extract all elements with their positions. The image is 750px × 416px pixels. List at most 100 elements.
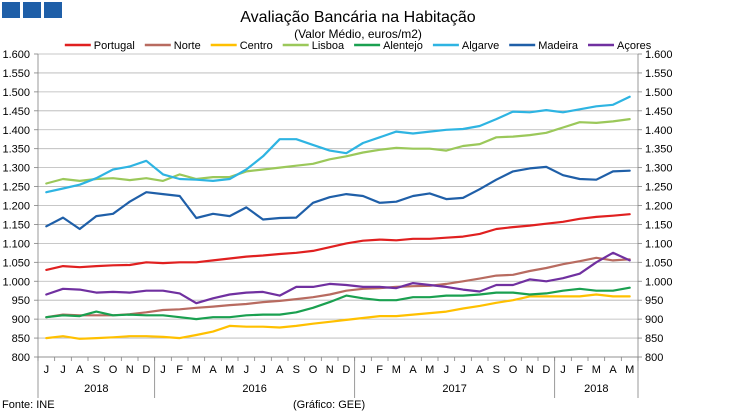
x-tick-label: A: [209, 364, 217, 376]
y-tick-label: 1.250: [645, 182, 673, 194]
legend-label: Alentejo: [383, 40, 423, 52]
series-line-madeira: [45, 165, 631, 231]
legend-label: Norte: [174, 40, 201, 52]
legend-label: Portugal: [94, 40, 135, 52]
x-tick-label: O: [309, 364, 318, 376]
y-tick-label: 1.450: [2, 106, 30, 118]
year-label: 2016: [242, 383, 266, 395]
x-tick-label: M: [625, 364, 634, 376]
y-tick-label: 1.550: [2, 68, 30, 80]
x-tick-label: M: [425, 364, 434, 376]
y-tick-label: 1.150: [645, 219, 673, 231]
y-tick-label: 1.500: [2, 87, 30, 99]
series-line-norte: [45, 256, 631, 319]
x-tick-label: F: [576, 364, 583, 376]
y-tick-label: 1.600: [645, 49, 673, 61]
x-tick-label: F: [376, 364, 383, 376]
x-tick-label: N: [326, 364, 334, 376]
legend-item: Alentejo: [354, 40, 423, 52]
credit-note: (Gráfico: GEE): [293, 399, 366, 411]
x-tick-label: J: [260, 364, 266, 376]
logo-block: [23, 2, 41, 18]
x-tick-label: A: [409, 364, 417, 376]
legend-label: Algarve: [462, 40, 499, 52]
y-tick-label: 1.400: [645, 125, 673, 137]
y-tick-label: 1.050: [645, 257, 673, 269]
legend-item: Açores: [588, 40, 652, 52]
y-axis-right: 800 850 900 950 1.000 1.050 1.100 1.150 1.200 1.2…: [637, 49, 673, 364]
y-tick-label: 1.150: [2, 219, 30, 231]
y-tick-label: 800: [12, 352, 30, 364]
y-tick-label: 800: [645, 352, 663, 364]
x-tick-label: A: [76, 364, 84, 376]
y-tick-label: 1.100: [2, 238, 30, 250]
year-label: 2017: [442, 383, 466, 395]
legend-item: Algarve: [432, 40, 499, 52]
y-tick-label: 850: [645, 333, 663, 345]
x-tick-label: N: [126, 364, 134, 376]
y-tick-label: 1.600: [2, 49, 30, 61]
series-line-açores: [45, 251, 631, 305]
y-tick-label: 1.000: [2, 276, 30, 288]
y-tick-label: 1.300: [645, 163, 673, 175]
y-tick-label: 950: [12, 295, 30, 307]
x-tick-label: F: [176, 364, 183, 376]
y-tick-label: 1.000: [645, 276, 673, 288]
y-tick-label: 900: [645, 314, 663, 326]
legend: Portugal Norte Centro Lisboa Alentejo Algarve…: [64, 40, 652, 52]
legend-item: Centro: [210, 40, 273, 52]
x-tick-label: S: [493, 364, 500, 376]
legend-item: Norte: [144, 40, 201, 52]
legend-item: Madeira: [509, 40, 579, 52]
x-tick-label: J: [60, 364, 66, 376]
x-tick-label: D: [342, 364, 350, 376]
x-tick-label: J: [360, 364, 366, 376]
x-tick-label: J: [160, 364, 166, 376]
series-line-lisboa: [45, 117, 631, 185]
x-axis: J J A S O N D J F M A M J J A S O N D J F M A M J J A S O N D J F M A M2018…: [37, 356, 639, 398]
series-line-algarve: [45, 95, 631, 194]
y-axis-left: 800 850 900 950 1.000 1.050 1.100 1.150 1.200 1.2…: [2, 49, 39, 364]
legend-label: Madeira: [538, 40, 579, 52]
x-tick-label: J: [444, 364, 450, 376]
chart-subtitle: (Valor Médio, euros/m2): [294, 27, 422, 41]
x-tick-label: N: [526, 364, 534, 376]
y-tick-label: 1.350: [645, 144, 673, 156]
y-tick-label: 1.450: [645, 106, 673, 118]
x-tick-label: O: [509, 364, 518, 376]
x-tick-label: A: [609, 364, 617, 376]
x-tick-label: J: [44, 364, 50, 376]
y-tick-label: 850: [12, 333, 30, 345]
x-tick-label: J: [244, 364, 250, 376]
x-tick-label: M: [192, 364, 201, 376]
x-tick-label: A: [276, 364, 284, 376]
x-tick-label: M: [392, 364, 401, 376]
y-tick-label: 1.500: [645, 87, 673, 99]
x-tick-label: S: [293, 364, 300, 376]
y-tick-label: 1.400: [2, 125, 30, 137]
logo-block: [44, 2, 62, 18]
x-tick-label: D: [542, 364, 550, 376]
y-tick-label: 1.200: [2, 201, 30, 213]
y-tick-label: 900: [12, 314, 30, 326]
series-lines: [45, 95, 631, 340]
y-tick-label: 1.350: [2, 144, 30, 156]
logo: [2, 2, 62, 18]
series-line-centro: [45, 293, 631, 340]
year-label: 2018: [84, 383, 108, 395]
legend-item: Lisboa: [282, 40, 345, 52]
source-note: Fonte: INE: [2, 399, 55, 411]
x-tick-label: A: [476, 364, 484, 376]
x-tick-label: J: [460, 364, 466, 376]
y-tick-label: 950: [645, 295, 663, 307]
y-tick-label: 1.550: [645, 68, 673, 80]
legend-label: Lisboa: [312, 40, 345, 52]
y-tick-label: 1.200: [645, 201, 673, 213]
y-tick-label: 1.100: [645, 238, 673, 250]
year-label: 2018: [584, 383, 608, 395]
grid: [38, 53, 638, 358]
x-tick-label: O: [109, 364, 118, 376]
legend-item: Portugal: [64, 40, 135, 52]
x-tick-label: D: [142, 364, 150, 376]
